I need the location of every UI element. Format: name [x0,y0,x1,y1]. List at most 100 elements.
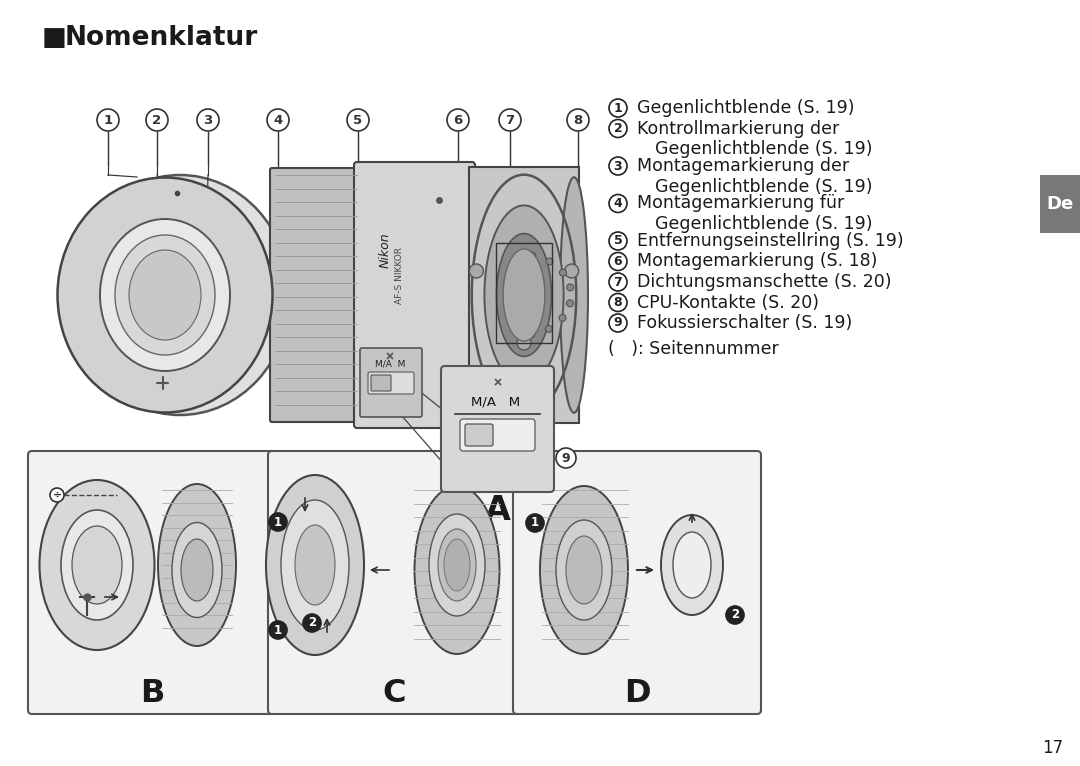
Circle shape [609,273,627,291]
Ellipse shape [129,250,201,340]
Text: Montagemarkierung der: Montagemarkierung der [637,157,849,175]
Text: 6: 6 [454,113,462,126]
Text: 8: 8 [613,296,622,309]
Text: (   ): Seitennummer: ( ): Seitennummer [608,339,779,358]
FancyBboxPatch shape [460,419,535,451]
Text: 2: 2 [731,608,739,621]
Circle shape [545,326,552,332]
Circle shape [197,109,219,131]
Ellipse shape [429,514,485,616]
Ellipse shape [566,536,602,604]
FancyBboxPatch shape [270,168,362,422]
Text: Fokussierschalter (S. 19): Fokussierschalter (S. 19) [637,314,852,332]
Ellipse shape [295,525,335,605]
Ellipse shape [100,219,230,371]
Ellipse shape [661,515,723,615]
Ellipse shape [158,484,237,646]
Text: 7: 7 [613,276,622,289]
Text: 1: 1 [531,516,539,529]
Text: 1: 1 [274,624,282,637]
Text: 4: 4 [273,113,283,126]
Text: 3: 3 [613,159,622,172]
Ellipse shape [281,500,349,630]
Text: De: De [1047,195,1074,213]
Ellipse shape [60,510,133,620]
Ellipse shape [172,522,222,617]
Text: A: A [485,493,511,526]
Circle shape [303,614,321,632]
Text: 2: 2 [308,617,316,630]
Text: Gegenlichtblende (S. 19): Gegenlichtblende (S. 19) [637,99,854,117]
Text: 9: 9 [562,451,570,464]
Ellipse shape [561,177,588,413]
FancyBboxPatch shape [368,372,414,394]
Circle shape [97,109,119,131]
FancyBboxPatch shape [372,375,391,391]
Circle shape [526,514,544,532]
Circle shape [447,109,469,131]
Circle shape [567,284,573,291]
Circle shape [556,448,576,468]
Text: M/A   M: M/A M [471,395,521,408]
Text: AF-S NIKKOR: AF-S NIKKOR [395,247,405,303]
Ellipse shape [40,480,154,650]
Ellipse shape [444,539,470,591]
Circle shape [609,293,627,312]
Ellipse shape [485,205,564,385]
Ellipse shape [72,526,122,604]
Text: Nikon: Nikon [378,232,391,268]
Ellipse shape [90,195,270,395]
FancyBboxPatch shape [360,348,422,417]
FancyBboxPatch shape [465,424,492,446]
Text: D: D [624,679,650,709]
Ellipse shape [497,234,552,356]
Text: 1: 1 [613,102,622,114]
Circle shape [609,232,627,250]
Text: ÷: ÷ [52,490,62,500]
Circle shape [50,488,64,502]
Ellipse shape [114,235,215,355]
Text: Entfernungseinstellring (S. 19): Entfernungseinstellring (S. 19) [637,232,904,250]
Circle shape [499,109,521,131]
Circle shape [546,258,553,265]
Circle shape [609,99,627,117]
Circle shape [609,119,627,138]
Text: 1: 1 [104,113,112,126]
Circle shape [267,109,289,131]
Ellipse shape [266,475,364,655]
Circle shape [347,109,369,131]
Text: C: C [382,679,406,709]
Circle shape [609,195,627,212]
Text: 8: 8 [573,113,582,126]
Circle shape [726,606,744,624]
Circle shape [567,300,573,307]
Circle shape [528,331,535,338]
Ellipse shape [181,539,213,601]
Circle shape [559,269,567,276]
FancyBboxPatch shape [268,451,521,714]
Circle shape [269,621,287,639]
Circle shape [565,264,579,278]
Text: Nomenklatur: Nomenklatur [65,25,258,51]
Text: 2: 2 [152,113,162,126]
FancyBboxPatch shape [1040,175,1080,233]
Ellipse shape [503,249,545,341]
Text: ■: ■ [42,25,67,51]
Ellipse shape [540,486,627,654]
Text: Gegenlichtblende (S. 19): Gegenlichtblende (S. 19) [654,215,873,233]
Circle shape [609,314,627,332]
Text: Dichtungsmanschette (S. 20): Dichtungsmanschette (S. 20) [637,273,891,291]
Circle shape [146,109,168,131]
Text: 17: 17 [1042,739,1063,757]
Circle shape [470,264,484,278]
Ellipse shape [70,175,291,415]
Circle shape [609,253,627,270]
FancyBboxPatch shape [513,451,761,714]
Circle shape [269,513,287,531]
Circle shape [529,252,536,259]
FancyBboxPatch shape [469,167,579,423]
Text: M/A  M: M/A M [375,359,405,368]
FancyBboxPatch shape [28,451,276,714]
Text: B: B [139,679,164,709]
Text: 5: 5 [613,234,622,247]
